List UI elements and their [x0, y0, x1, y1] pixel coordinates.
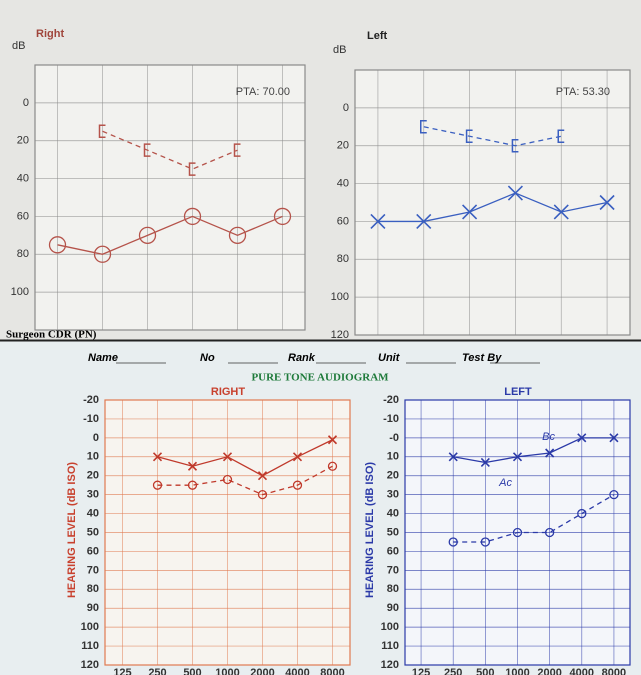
y-tick-label: 40	[17, 172, 29, 184]
annotation: Ac	[498, 477, 512, 489]
y-tick-label: 80	[17, 248, 29, 260]
y-tick-label: 80	[87, 583, 99, 595]
y-tick-label: 0	[23, 97, 29, 109]
form-field-label: Unit	[378, 352, 401, 364]
x-tick-label: 8000	[320, 667, 344, 675]
y-tick-label: 0	[93, 432, 99, 444]
form-field-label: No	[200, 352, 215, 364]
chart-title: Right	[36, 28, 64, 40]
y-axis-label: dB	[333, 44, 346, 56]
page: Surgeon CDR (PN) PURE TONE AUDIOGRAM Nam…	[0, 0, 641, 675]
y-tick-label: 10	[387, 451, 399, 463]
y-tick-label: 50	[387, 526, 399, 538]
y-tick-label: 70	[387, 564, 399, 576]
y-tick-label: 80	[337, 253, 349, 265]
y-tick-label: 120	[381, 659, 399, 671]
form-title: PURE TONE AUDIOGRAM	[251, 372, 389, 384]
y-tick-label: 20	[87, 470, 99, 482]
y-tick-label: 90	[387, 602, 399, 614]
y-tick-label: 120	[331, 329, 349, 341]
y-tick-label: 30	[87, 489, 99, 501]
annotation: PTA: 53.30	[556, 86, 610, 98]
y-tick-label: 40	[87, 507, 99, 519]
y-tick-label: 20	[337, 140, 349, 152]
y-tick-label: -20	[383, 394, 399, 406]
y-tick-label: 10	[87, 451, 99, 463]
x-tick-label: 125	[113, 667, 131, 675]
x-tick-label: 125	[412, 667, 430, 675]
x-tick-label: 500	[183, 667, 201, 675]
y-tick-label: 20	[387, 470, 399, 482]
y-tick-label: 0	[343, 102, 349, 114]
y-tick-label: 100	[381, 621, 399, 633]
collage: Surgeon CDR (PN) PURE TONE AUDIOGRAM Nam…	[0, 0, 641, 675]
y-tick-label: -20	[83, 394, 99, 406]
x-tick-label: 4000	[285, 667, 309, 675]
y-tick-label: 70	[87, 564, 99, 576]
y-tick-label: 60	[387, 545, 399, 557]
y-tick-label: 50	[87, 526, 99, 538]
plot-area	[35, 65, 305, 330]
x-tick-label: 2000	[250, 667, 274, 675]
x-tick-label: 1000	[215, 667, 239, 675]
y-tick-label: 120	[81, 659, 99, 671]
y-tick-label: 20	[17, 135, 29, 147]
form-field-label: Name	[88, 352, 118, 364]
annotation: Bc	[542, 431, 555, 443]
form-field-label: Test By	[462, 352, 502, 364]
y-tick-label: -10	[83, 413, 99, 425]
chart-title: Left	[367, 30, 388, 42]
y-tick-label: 30	[387, 489, 399, 501]
y-tick-label: 80	[387, 583, 399, 595]
y-tick-label: 60	[337, 215, 349, 227]
x-tick-label: 250	[148, 667, 166, 675]
y-axis-label: HEARING LEVEL (dB ISO)	[66, 462, 78, 598]
y-tick-label: 40	[387, 507, 399, 519]
annotation: PTA: 70.00	[236, 86, 290, 98]
chart-title: LEFT	[504, 386, 532, 398]
y-tick-label: 100	[81, 621, 99, 633]
x-tick-label: 500	[476, 667, 494, 675]
y-tick-label: 110	[381, 640, 399, 652]
form-field-label: Rank	[288, 352, 316, 364]
y-axis-label: dB	[12, 40, 25, 52]
x-tick-label: 4000	[570, 667, 594, 675]
y-tick-label: 110	[81, 640, 99, 652]
y-axis-label: HEARING LEVEL (dB ISO)	[364, 462, 376, 598]
x-tick-label: 1000	[505, 667, 529, 675]
y-tick-label: -10	[383, 413, 399, 425]
y-tick-label: 60	[87, 545, 99, 557]
x-tick-label: 2000	[537, 667, 561, 675]
x-tick-label: 250	[444, 667, 462, 675]
y-tick-label: 100	[11, 286, 29, 298]
x-tick-label: 8000	[602, 667, 626, 675]
y-tick-label: 60	[17, 210, 29, 222]
chart-title: RIGHT	[211, 386, 246, 398]
y-tick-label: 90	[87, 602, 99, 614]
y-tick-label: -0	[389, 432, 399, 444]
y-tick-label: 100	[331, 291, 349, 303]
y-tick-label: 40	[337, 177, 349, 189]
